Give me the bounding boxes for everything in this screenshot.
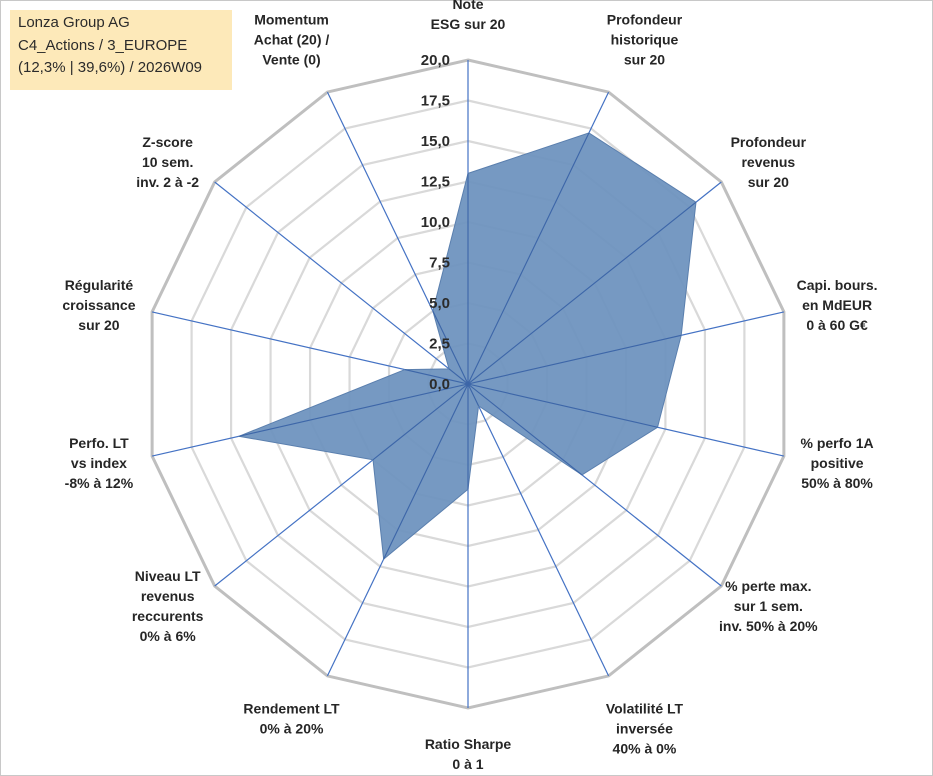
data-point-11 <box>404 369 469 385</box>
axis-label-line: 0% à 20% <box>260 721 324 737</box>
axis-label-line: vs index <box>71 455 127 471</box>
axis-label-9: Niveau LT revenus reccurents 0% à 6% <box>132 568 204 644</box>
axis-label-line: Rendement LT <box>243 701 340 717</box>
axis-label-line: Profondeur <box>731 134 807 150</box>
axis-label-line: historique <box>611 31 679 47</box>
axis-label-1: Profondeur historique sur 20 <box>607 11 683 67</box>
axis-label-line: reccurents <box>132 608 204 624</box>
axis-label-line: sur 1 sem. <box>734 598 803 614</box>
info-box: Lonza Group AG C4_Actions / 3_EUROPE (12… <box>10 10 232 90</box>
axis-label-5: % perte max. sur 1 sem. inv. 50% à 20% <box>719 578 818 634</box>
tick-label: 0,0 <box>429 376 450 393</box>
axis-label-7: Ratio Sharpe 0 à 1 <box>425 736 512 772</box>
stats-label: (12,3% | 39,6%) / 2026W09 <box>18 59 202 76</box>
axis-label-line: Régularité <box>65 277 134 293</box>
axis-label-line: Momentum <box>254 11 329 27</box>
company-name: Lonza Group AG <box>18 14 130 31</box>
axis-label-line: Capi. bours. <box>797 277 878 293</box>
data-point-3 <box>467 334 682 385</box>
tick-label: 2,5 <box>429 336 450 353</box>
axis-label-line: positive <box>811 455 864 471</box>
axis-label-2: Profondeur revenus sur 20 <box>731 134 807 190</box>
axis-label-line: Profondeur <box>607 11 683 27</box>
axis-label-10: Perfo. LT vs index -8% à 12% <box>65 435 134 491</box>
data-point-13 <box>432 310 469 385</box>
axis-label-line: inv. 2 à -2 <box>136 174 199 190</box>
tick-label: 15,0 <box>421 133 450 150</box>
axis-label-line: inv. 50% à 20% <box>719 618 818 634</box>
category-label: C4_Actions / 3_EUROPE <box>18 36 188 54</box>
data-point-9 <box>372 383 469 461</box>
axis-label-line: sur 20 <box>78 317 119 333</box>
data-point-12 <box>448 368 469 385</box>
axis-label-line: 40% à 0% <box>613 741 677 757</box>
axis-label-line: ESG sur 20 <box>431 16 506 32</box>
axis-label-0: Note ESG sur 20 <box>431 0 506 32</box>
axis-label-line: Achat (20) / <box>254 31 330 47</box>
axis-label-line: % perfo 1A <box>801 435 874 451</box>
axis-spoke-12 <box>214 181 469 385</box>
axis-label-line: sur 20 <box>748 174 789 190</box>
data-point-1 <box>467 132 590 385</box>
data-point-4 <box>467 383 658 428</box>
axis-label-line: 50% à 80% <box>801 475 873 491</box>
axis-label-4: % perfo 1A positive 50% à 80% <box>801 435 874 491</box>
axis-label-line: 0 à 1 <box>452 756 483 772</box>
tick-label: 10,0 <box>421 214 450 231</box>
data-point-10 <box>238 383 469 437</box>
data-point-2 <box>467 201 697 385</box>
axis-label-6: Volatilité LT inversée 40% à 0% <box>606 701 684 757</box>
axis-label-line: 10 sem. <box>142 154 193 170</box>
tick-layer: 0,0 2,5 5,0 7,5 10,0 12,5 15,0 17,5 20,0 <box>421 52 450 393</box>
axis-label-line: en MdEUR <box>802 297 872 313</box>
series-layer <box>237 132 697 561</box>
axis-label-line: Z-score <box>142 134 193 150</box>
axis-label-12: Z-score 10 sem. inv. 2 à -2 <box>136 134 199 190</box>
axis-label-line: revenus <box>741 154 795 170</box>
axis-label-13: Momentum Achat (20) / Vente (0) <box>254 11 330 67</box>
axis-label-3: Capi. bours. en MdEUR 0 à 60 G€ <box>797 277 878 333</box>
axis-label-line: 0 à 60 G€ <box>806 317 868 333</box>
axis-label-line: Niveau LT <box>135 568 201 584</box>
axis-spoke-6 <box>467 383 610 677</box>
data-point-6 <box>467 383 480 407</box>
tick-label: 17,5 <box>421 93 450 110</box>
data-point-5 <box>467 383 583 476</box>
tick-label: 20,0 <box>421 52 450 69</box>
axis-label-line: Ratio Sharpe <box>425 736 512 752</box>
axis-label-line: 0% à 6% <box>140 628 197 644</box>
tick-label: 5,0 <box>429 295 450 312</box>
data-point-8 <box>383 383 469 560</box>
axis-label-line: -8% à 12% <box>65 475 134 491</box>
axis-label-line: Perfo. LT <box>69 435 129 451</box>
axis-label-line: croissance <box>62 297 135 313</box>
axis-label-line: sur 20 <box>624 51 665 67</box>
axis-label-line: revenus <box>141 588 195 604</box>
axis-label-11: Régularité croissance sur 20 <box>62 277 135 333</box>
axis-label-8: Rendement LT 0% à 20% <box>243 701 340 737</box>
label-layer: Note ESG sur 20 Profondeur historique sur 20… <box>62 0 877 772</box>
tick-label: 7,5 <box>429 255 450 272</box>
tick-label: 12,5 <box>421 174 450 191</box>
axis-label-line: % perte max. <box>725 578 811 594</box>
axis-label-line: Vente (0) <box>262 51 320 67</box>
axis-label-line: inversée <box>616 721 673 737</box>
axis-label-line: Volatilité LT <box>606 701 684 717</box>
axis-label-line: Note <box>452 0 483 12</box>
